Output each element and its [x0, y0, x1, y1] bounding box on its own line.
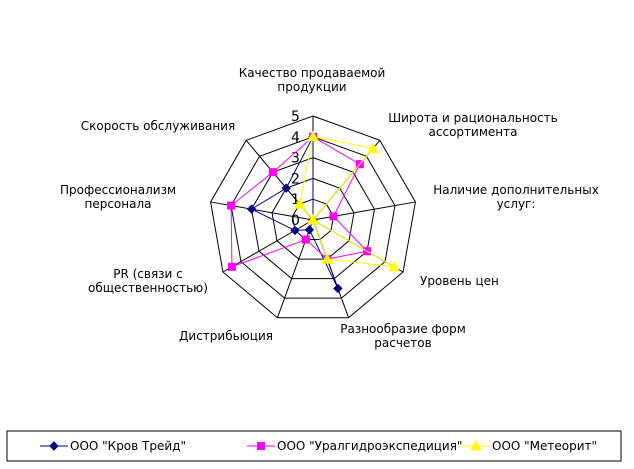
data-point — [321, 253, 334, 264]
data-point — [281, 183, 291, 193]
category-label: Качество продаваемой продукции — [239, 66, 386, 94]
tick-label: 3 — [291, 151, 300, 167]
series-3 — [293, 130, 400, 272]
category-label: Уровень цен — [420, 274, 499, 288]
data-point — [367, 142, 380, 153]
tick-label: 4 — [291, 130, 300, 146]
data-point — [329, 212, 338, 221]
tick-label: 0 — [291, 213, 300, 229]
data-point — [307, 213, 319, 225]
data-point — [301, 235, 310, 244]
series-layer — [227, 130, 400, 294]
data-point — [304, 225, 315, 235]
data-point — [293, 198, 306, 209]
tick-label: 1 — [291, 192, 300, 208]
grid-ring — [291, 198, 335, 241]
legend-marker — [49, 441, 59, 451]
series-line — [230, 136, 369, 268]
legend-label: ООО "Кров Трейд" — [70, 439, 186, 453]
tick-label: 5 — [291, 109, 300, 125]
category-label: Профессионализм персонала — [60, 183, 176, 211]
legend-marker — [470, 439, 482, 451]
legend-item: ООО "Кров Трейд" — [40, 439, 186, 453]
grid-ring — [251, 157, 375, 280]
legend-item: ООО "Уралгидроэкспедиция" — [247, 439, 462, 453]
grid-spoke — [222, 219, 314, 273]
data-point — [388, 260, 400, 272]
grid-ring — [230, 136, 396, 299]
legend-marker — [257, 442, 265, 450]
radial-tick-labels: 0 1 2 3 4 5 — [291, 109, 300, 229]
legend-item: ООО "Метеорит" — [462, 439, 597, 453]
category-label: PR (связи с общественностью) — [88, 267, 208, 295]
legend-label: ООО "Уралгидроэкспедиция" — [277, 439, 462, 453]
tick-label: 2 — [291, 171, 300, 187]
legend-label: ООО "Метеорит" — [492, 439, 597, 453]
data-point — [227, 201, 236, 210]
data-point — [268, 168, 277, 177]
legend: ООО "Кров Трейд" ООО "Уралгидроэкспедиция… — [6, 430, 622, 462]
data-point — [246, 204, 257, 214]
category-label: Наличие дополнительных услуг: — [433, 183, 599, 211]
data-point — [227, 262, 236, 271]
grid-ring — [210, 115, 416, 319]
data-point — [333, 283, 343, 294]
category-label: Дистрибьюция — [179, 329, 273, 343]
grid-ring — [271, 177, 355, 260]
legend-box — [6, 430, 622, 462]
category-label: Широта и рациональность ассортимента — [388, 111, 557, 139]
data-point — [290, 225, 300, 236]
grid-spoke — [312, 201, 416, 221]
category-label: Разнообразие форм расчетов — [340, 322, 466, 350]
data-point — [307, 130, 319, 142]
category-label: Скорость обслуживания — [81, 119, 235, 133]
